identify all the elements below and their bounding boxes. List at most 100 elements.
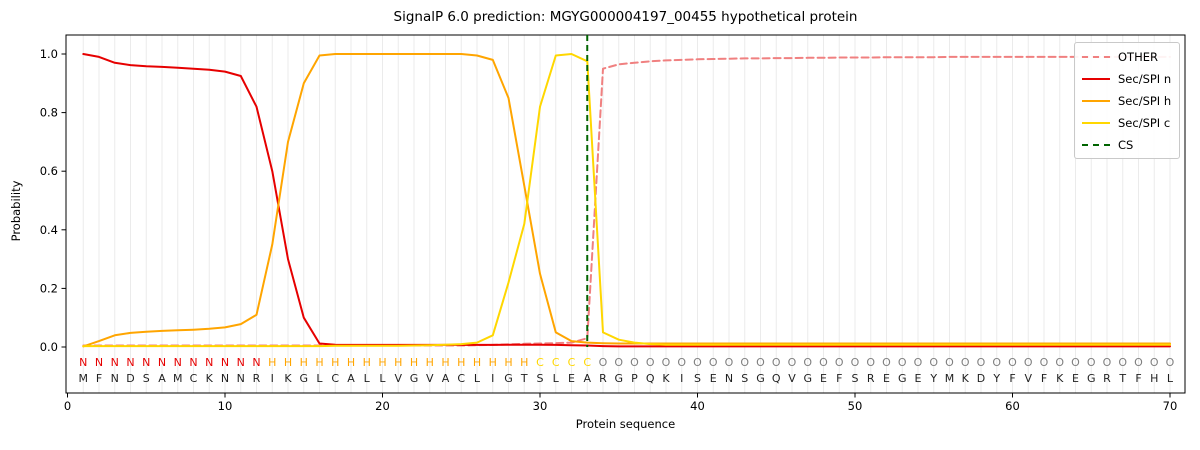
region-label: H <box>504 356 512 369</box>
residue-letter: G <box>614 372 623 385</box>
region-label: O <box>709 356 718 369</box>
residue-letter: G <box>803 372 812 385</box>
residue-letter: A <box>158 372 166 385</box>
legend: OTHER Sec/SPI n Sec/SPI h Sec/SPI c CS <box>1074 42 1180 159</box>
residue-letter: Q <box>646 372 655 385</box>
region-label: O <box>756 356 765 369</box>
region-label: H <box>300 356 308 369</box>
region-label: N <box>158 356 166 369</box>
residue-letter: R <box>253 372 261 385</box>
series-line-sec-spi-c <box>82 53 1171 348</box>
region-label: N <box>142 356 150 369</box>
region-label: O <box>977 356 986 369</box>
region-label: H <box>410 356 418 369</box>
region-label: N <box>252 356 260 369</box>
region-label: O <box>630 356 639 369</box>
region-label: O <box>1055 356 1064 369</box>
residue-letter: I <box>271 372 274 385</box>
region-label: N <box>189 356 197 369</box>
residue-letter: L <box>316 372 323 385</box>
region-label: O <box>1150 356 1159 369</box>
residue-letter: L <box>364 372 371 385</box>
residue-letter: R <box>1103 372 1111 385</box>
residue-letter: S <box>694 372 701 385</box>
region-label: H <box>347 356 355 369</box>
region-label: H <box>363 356 371 369</box>
legend-label-sec-spi-h: Sec/SPI h <box>1118 93 1172 108</box>
residue-letter: R <box>867 372 875 385</box>
residue-letter: I <box>680 372 683 385</box>
legend-line-sample-sec-spi-c <box>1082 121 1110 124</box>
region-label: O <box>693 356 702 369</box>
region-label: N <box>174 356 182 369</box>
residue-letter: A <box>583 372 591 385</box>
legend-line-sample-other <box>1082 55 1110 58</box>
x-axis-label: Protein sequence <box>575 417 676 431</box>
region-label: N <box>126 356 134 369</box>
residue-letter: L <box>474 372 481 385</box>
residue-letter: K <box>662 372 670 385</box>
residue-letter: F <box>1041 372 1047 385</box>
residue-letter: M <box>945 372 955 385</box>
residue-letter: F <box>836 372 842 385</box>
residue-letter: E <box>710 372 717 385</box>
region-label: O <box>646 356 655 369</box>
region-label: H <box>520 356 528 369</box>
series-line-sec-spi-h <box>82 53 1171 348</box>
x-tick-label: 70 <box>1163 399 1178 413</box>
residue-letter: L <box>553 372 560 385</box>
region-label: C <box>536 356 544 369</box>
legend-label-sec-spi-n: Sec/SPI n <box>1118 71 1172 86</box>
residue-letter: K <box>962 372 970 385</box>
region-label: O <box>599 356 608 369</box>
region-label: O <box>819 356 828 369</box>
region-label: N <box>205 356 213 369</box>
region-label: O <box>992 356 1001 369</box>
residue-letter: G <box>1087 372 1096 385</box>
region-label: O <box>662 356 671 369</box>
legend-line-sample-cs <box>1082 143 1110 146</box>
residue-letter: F <box>1009 372 1015 385</box>
region-label: O <box>1118 356 1127 369</box>
region-label: O <box>677 356 686 369</box>
region-label: H <box>441 356 449 369</box>
residue-letter: S <box>537 372 544 385</box>
region-label: O <box>1087 356 1096 369</box>
residue-letter: E <box>883 372 890 385</box>
residue-letter: A <box>442 372 450 385</box>
plot-border <box>65 34 1186 394</box>
residue-letter: I <box>491 372 494 385</box>
legend-line-sample-sec-spi-n <box>1082 77 1110 80</box>
legend-line-sample-sec-spi-h <box>1082 99 1110 102</box>
region-label: O <box>614 356 623 369</box>
region-label: H <box>489 356 497 369</box>
region-label: O <box>725 356 734 369</box>
region-label: O <box>961 356 970 369</box>
region-label: H <box>394 356 402 369</box>
x-tick-label: 40 <box>690 399 705 413</box>
x-tick-label: 0 <box>64 399 71 413</box>
chart-title: SignalP 6.0 prediction: MGYG000004197_00… <box>393 9 858 25</box>
residue-letter: F <box>1135 372 1141 385</box>
region-label: O <box>945 356 954 369</box>
residue-letter: N <box>237 372 245 385</box>
residue-letter: P <box>631 372 638 385</box>
x-tick-label: 30 <box>533 399 548 413</box>
residue-letter: G <box>898 372 907 385</box>
region-label: C <box>552 356 560 369</box>
region-label: O <box>1008 356 1017 369</box>
region-label: H <box>284 356 292 369</box>
residue-letter: Y <box>992 372 1000 385</box>
region-label: N <box>237 356 245 369</box>
region-label: O <box>1134 356 1143 369</box>
region-label: H <box>457 356 465 369</box>
legend-item-sec-spi-c: Sec/SPI c <box>1082 115 1171 130</box>
residue-letter: C <box>457 372 465 385</box>
residue-letter: H <box>1150 372 1158 385</box>
residue-letter: R <box>599 372 607 385</box>
residue-letter: L <box>1167 372 1174 385</box>
y-tick-label: 0.8 <box>40 106 58 120</box>
legend-item-cs: CS <box>1082 137 1171 152</box>
residue-letter: L <box>379 372 386 385</box>
region-label: O <box>788 356 797 369</box>
